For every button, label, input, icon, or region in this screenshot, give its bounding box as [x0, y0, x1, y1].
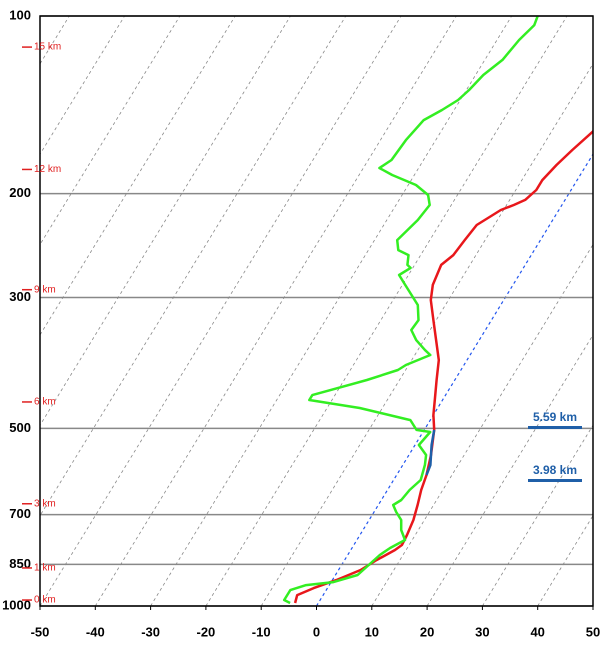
isotherm: [40, 16, 347, 517]
x-tick-label: 30: [475, 624, 489, 639]
altitude-label: 9 km: [34, 284, 56, 295]
y-tick-label: 1000: [2, 597, 31, 612]
isotherm: [260, 63, 593, 606]
x-tick-label: -10: [252, 624, 271, 639]
x-tick-label: 20: [420, 624, 434, 639]
x-tick-label: 40: [530, 624, 544, 639]
altitude-label: 1 km: [34, 563, 56, 574]
annotation-bar: [528, 426, 582, 429]
isotherm: [426, 334, 593, 606]
isotherm: [371, 243, 593, 606]
isotherm: [40, 16, 402, 606]
annotation-bar: [528, 479, 582, 482]
x-tick-label: 50: [586, 624, 600, 639]
isotherm: [592, 605, 593, 606]
x-tick-label: 10: [365, 624, 379, 639]
labels: 100 200 300 500 700 850 1000-50 -40 -30 -20 -10 0 10…: [2, 7, 600, 639]
annotation: 3.98 km: [533, 463, 577, 477]
y-tick-label: 500: [9, 420, 31, 435]
profile-line: [293, 129, 593, 604]
x-tick-label: -50: [31, 624, 50, 639]
altitude-label: 12 km: [34, 164, 61, 175]
isotherm: [482, 424, 593, 606]
x-tick-label: -40: [86, 624, 105, 639]
altitude-label: 0 km: [34, 595, 56, 606]
x-tick-label: 0: [313, 624, 320, 639]
profile-line: [282, 16, 539, 605]
isotherms: [40, 16, 593, 606]
isotherm: [205, 16, 568, 606]
isotherm: [94, 16, 457, 606]
isotherm: [40, 16, 125, 155]
altitude-label: 6 km: [34, 397, 56, 408]
altitude-label: 15 km: [34, 42, 61, 53]
grid: [39, 15, 594, 610]
annotation: 5.59 km: [533, 410, 577, 424]
y-tick-label: 300: [9, 289, 31, 304]
y-tick-label: 100: [9, 7, 31, 22]
isotherm: [315, 153, 593, 606]
y-tick-label: 850: [9, 556, 31, 571]
plot-frame: [39, 15, 594, 607]
profile-line: [425, 429, 436, 476]
isotherm: [40, 16, 181, 246]
x-tick-label: -30: [141, 624, 160, 639]
profiles: [282, 16, 593, 605]
x-tick-label: -20: [197, 624, 216, 639]
isotherm: [40, 16, 291, 427]
altitude-label: 3 km: [34, 498, 56, 509]
y-tick-label: 200: [9, 185, 31, 200]
isotherm: [150, 16, 513, 606]
y-tick-label: 700: [9, 506, 31, 521]
isotherm: [40, 16, 236, 336]
